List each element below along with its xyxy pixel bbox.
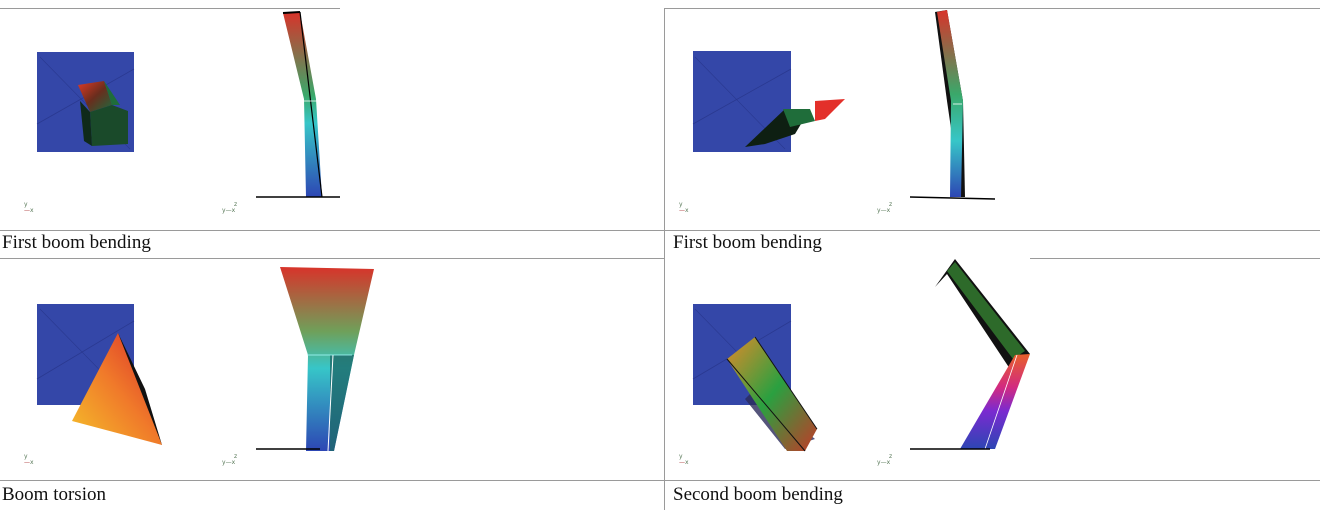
mode-shape-drawing [692, 10, 996, 200]
figure-caption: Boom torsion [2, 484, 106, 505]
axis-label-z: z [234, 453, 238, 460]
mode-shape-drawing [36, 267, 374, 452]
side-axis-triad: z y—x [222, 453, 238, 466]
mode-shape-figure: y —x z y—x [665, 259, 1320, 480]
panel-second-boom-bending: y —x z y—x Second boom bending [665, 259, 1320, 510]
side-view-boom [960, 354, 1030, 449]
front-axis-triad: y —x [679, 201, 689, 214]
figure-caption: Second boom bending [673, 484, 843, 505]
axis-label-z: z [234, 201, 238, 208]
axis-label-y: y [222, 207, 226, 214]
axis-label-x: x [685, 207, 689, 214]
front-axis-triad: y —x [679, 453, 689, 466]
side-axis-triad: z y—x [877, 453, 893, 466]
bending-prism [727, 337, 817, 451]
axis-label-z: z [889, 453, 893, 460]
axis-label-y: y [877, 459, 881, 466]
side-view-boom [280, 267, 374, 451]
grid-row2-caption-line [0, 480, 1320, 481]
axis-label-x: x [886, 459, 891, 466]
axis-label-y: y [24, 453, 28, 460]
axis-label-y: y [679, 201, 683, 208]
side-view-boom [937, 10, 963, 197]
axis-label-x: x [30, 207, 34, 214]
mode-shape-drawing [692, 259, 1030, 452]
torsion-triangle [72, 333, 162, 445]
axis-label-x: x [231, 459, 236, 466]
grid-top-left-line [0, 8, 340, 9]
mode-shape-drawing [36, 11, 340, 198]
axis-label-z: z [889, 201, 893, 208]
side-axis-triad: z y—x [222, 201, 238, 214]
mode-shape-figure: y —x z y—x [665, 9, 1320, 230]
front-axis-triad: y —x [24, 453, 34, 466]
axis-label-x: x [231, 207, 236, 214]
axis-label-y: y [877, 207, 881, 214]
axis-label-y: y [679, 453, 683, 460]
front-axis-triad: y —x [24, 201, 34, 214]
panel-first-boom-bending-2: y —x z y—x First boom bending [665, 9, 1320, 258]
axis-label-y: y [222, 459, 226, 466]
axis-label-x: x [685, 459, 689, 466]
axis-label-x: x [886, 207, 891, 214]
side-axis-triad: z y—x [877, 201, 893, 214]
grid-row1-caption-line [0, 230, 1320, 231]
mode-shape-figure: y —x z y—x [0, 9, 664, 230]
figure-caption: First boom bending [673, 232, 822, 253]
grid-center-divider [664, 8, 665, 510]
panel-boom-torsion: y —x z y—x Boom torsion [0, 259, 664, 510]
figure-caption: First boom bending [2, 232, 151, 253]
side-view-boom [283, 12, 322, 197]
mode-shape-figure: y —x z y—x [0, 259, 664, 480]
axis-label-x: x [30, 459, 34, 466]
grid-row2-left-line [0, 258, 665, 259]
grid-top-right-line [665, 8, 1320, 9]
grid-row2-right-line [1030, 258, 1320, 259]
panel-first-boom-bending-1: y —x z y—x First boom bending [0, 9, 664, 258]
axis-label-y: y [24, 201, 28, 208]
